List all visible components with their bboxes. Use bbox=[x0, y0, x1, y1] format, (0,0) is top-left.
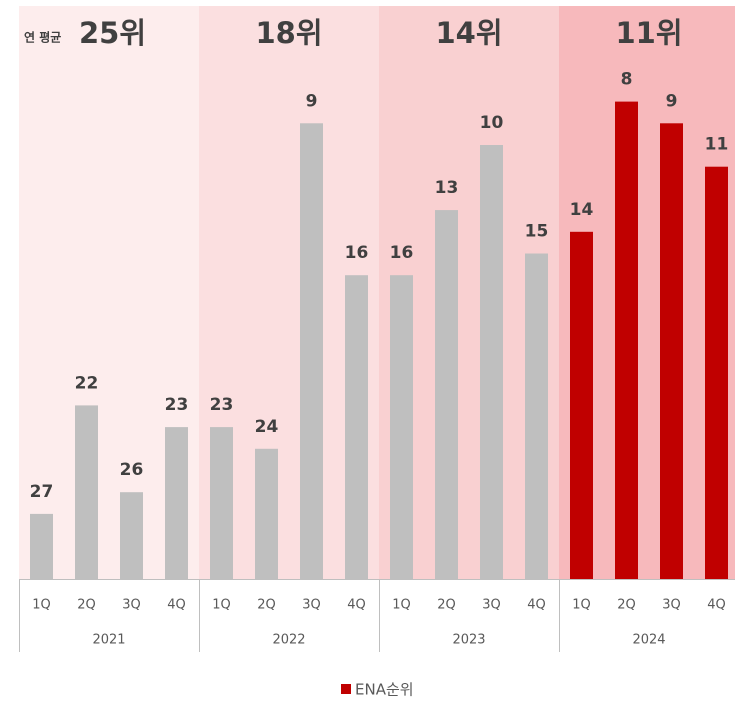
legend-swatch bbox=[341, 684, 351, 694]
x-tick-label: 2Q bbox=[617, 598, 636, 613]
x-tick-label: 1Q bbox=[572, 598, 591, 613]
bar bbox=[525, 253, 548, 579]
x-tick-label: 4Q bbox=[527, 598, 546, 613]
data-label: 13 bbox=[435, 178, 459, 198]
data-label: 24 bbox=[255, 417, 279, 437]
x-tick-label: 3Q bbox=[122, 598, 141, 613]
annual-average: 25위 bbox=[79, 16, 146, 50]
bar bbox=[570, 231, 593, 580]
data-label: 14 bbox=[570, 200, 594, 220]
bar bbox=[300, 123, 323, 580]
annual-average: 14위 bbox=[435, 16, 502, 50]
x-tick-label: 1Q bbox=[212, 598, 231, 613]
bar bbox=[30, 513, 53, 579]
x-tick-label: 2Q bbox=[257, 598, 276, 613]
bar bbox=[75, 405, 98, 579]
year-label: 2021 bbox=[92, 633, 125, 648]
bar bbox=[255, 448, 278, 579]
data-label: 9 bbox=[306, 91, 318, 111]
annual-average: 18위 bbox=[255, 16, 322, 50]
bar bbox=[210, 427, 233, 579]
x-tick-label: 2Q bbox=[437, 598, 456, 613]
bar bbox=[660, 123, 683, 580]
year-label: 2024 bbox=[632, 633, 665, 648]
bar bbox=[165, 427, 188, 579]
x-tick-label: 4Q bbox=[167, 598, 186, 613]
bar bbox=[435, 210, 458, 579]
data-label: 27 bbox=[30, 482, 54, 502]
data-label: 22 bbox=[75, 373, 99, 393]
data-label: 23 bbox=[165, 395, 189, 415]
data-label: 10 bbox=[480, 113, 504, 133]
data-label: 8 bbox=[621, 70, 633, 90]
bar bbox=[705, 166, 728, 579]
x-tick-label: 2Q bbox=[77, 598, 96, 613]
x-tick-label: 3Q bbox=[662, 598, 681, 613]
year-label: 2022 bbox=[272, 633, 305, 648]
bar bbox=[390, 275, 413, 579]
bar bbox=[120, 492, 143, 579]
x-tick-label: 1Q bbox=[392, 598, 411, 613]
x-tick-label: 3Q bbox=[482, 598, 501, 613]
data-label: 16 bbox=[390, 243, 414, 263]
x-tick-label: 3Q bbox=[302, 598, 321, 613]
bar bbox=[480, 145, 503, 579]
data-label: 16 bbox=[345, 243, 369, 263]
x-tick-label: 4Q bbox=[707, 598, 726, 613]
legend-label: ENA순위 bbox=[355, 681, 414, 699]
data-label: 26 bbox=[120, 460, 144, 480]
data-label: 15 bbox=[525, 222, 549, 242]
data-label: 9 bbox=[666, 91, 678, 111]
data-label: 11 bbox=[705, 135, 729, 155]
data-label: 23 bbox=[210, 395, 234, 415]
year-label: 2023 bbox=[452, 633, 485, 648]
annual-average: 11위 bbox=[615, 16, 682, 50]
bar bbox=[345, 275, 368, 579]
x-tick-label: 1Q bbox=[32, 598, 51, 613]
bar bbox=[615, 101, 638, 579]
x-tick-label: 4Q bbox=[347, 598, 366, 613]
annual-average-prefix: 연 평균 bbox=[24, 30, 61, 45]
